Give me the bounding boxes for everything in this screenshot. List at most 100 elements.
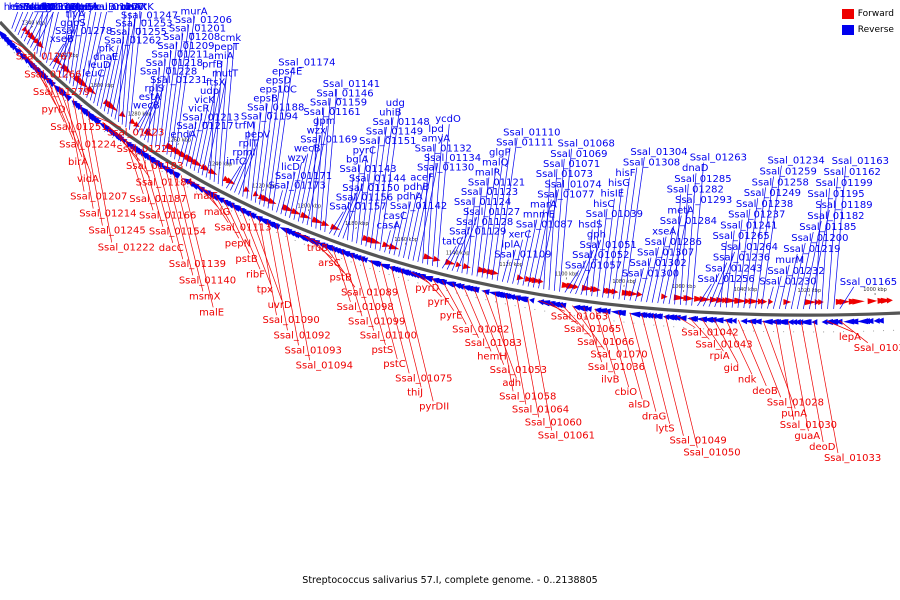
label-leader	[549, 301, 579, 325]
reverse-gene	[752, 318, 762, 325]
label-leader	[417, 162, 439, 263]
forward-gene-label: Ssal_01083	[465, 338, 522, 349]
label-leader	[223, 198, 250, 254]
label-leader	[121, 11, 131, 125]
forward-gene-label: Ssal_01028	[767, 397, 824, 408]
label-leader	[65, 11, 75, 81]
reverse-gene	[320, 243, 334, 251]
forward-gene-label: rpiA	[709, 351, 729, 362]
reverse-gene-label: Ssal_01262	[104, 35, 161, 46]
label-leader	[360, 145, 374, 245]
forward-gene-label: guaA	[794, 431, 820, 442]
reverse-gene	[416, 274, 427, 281]
reverse-gene	[677, 315, 687, 322]
forward-gene	[311, 216, 325, 224]
reverse-gene-label: Ssal_01087	[516, 220, 573, 231]
reverse-gene-label: Ssal_01286	[645, 237, 702, 248]
reverse-gene-label: Ssal_01300	[622, 269, 679, 280]
reverse-gene	[787, 319, 794, 326]
reverse-gene-label: Ssal_01141	[323, 79, 380, 90]
reverse-gene-label: hupB	[66, 2, 92, 13]
reverse-gene-label: dnaD	[682, 163, 709, 174]
forward-gene-label: Ssal_01035	[854, 343, 900, 354]
forward-gene-label: Ssal_01251	[50, 122, 107, 133]
reverse-gene	[670, 314, 681, 321]
forward-gene-label: Ssal_01070	[590, 350, 647, 361]
reverse-gene-label: udg	[386, 98, 405, 109]
reverse-gene-label: Ssal_01237	[728, 210, 785, 221]
forward-gene-label: pstS	[371, 345, 393, 356]
reverse-gene-label: Ssal_01148	[372, 117, 429, 128]
label-leader	[193, 104, 209, 171]
label-leader	[59, 19, 80, 75]
label-leader	[591, 219, 601, 297]
reverse-gene	[576, 305, 589, 312]
reverse-gene-label: miaA	[116, 2, 142, 13]
label-leader	[231, 203, 261, 270]
reverse-gene-label: Ssal_01293	[675, 195, 732, 206]
tick-label: 1300 kbp	[91, 83, 115, 89]
reverse-gene-label: hisG	[608, 178, 630, 189]
tick-label: 1340 kbp	[22, 20, 46, 26]
label-leader	[398, 201, 412, 257]
label-leader	[653, 314, 684, 436]
forward-gene-label: Ssal_01099	[348, 316, 405, 327]
label-leader	[170, 24, 190, 158]
forward-gene	[243, 186, 250, 192]
label-leader	[784, 253, 798, 310]
reverse-gene-label: hsdS	[578, 219, 602, 230]
label-leader	[306, 125, 328, 226]
label-leader	[250, 112, 262, 201]
label-leader	[476, 177, 490, 277]
label-leader	[532, 199, 552, 288]
tick-label: 1240 kbp	[209, 161, 233, 167]
label-leader	[422, 153, 430, 264]
label-leader	[685, 173, 697, 306]
label-leader	[276, 224, 299, 346]
tick-label: 1200 kbp	[298, 203, 322, 209]
reverse-gene-label: casC	[383, 211, 407, 222]
label-leader	[58, 86, 92, 175]
forward-gene-label: Ssal_01154	[149, 227, 206, 238]
label-leader	[69, 11, 80, 84]
label-leader	[788, 320, 809, 432]
forward-gene-label: Ssal_01058	[499, 391, 556, 402]
label-leader	[319, 98, 331, 231]
forward-gene	[673, 294, 687, 301]
forward-gene-label: deoD	[809, 442, 836, 453]
label-leader	[65, 92, 85, 192]
label-leader	[821, 188, 830, 310]
tick-label: 1320 kbp	[55, 53, 79, 59]
reverse-gene-label: Ssal_01039	[586, 209, 643, 220]
forward-gene	[455, 261, 462, 268]
label-leader	[213, 60, 223, 182]
label-leader	[148, 154, 174, 244]
reverse-gene-label: leuA	[76, 2, 98, 13]
reverse-gene-label: Ssal_01110	[503, 128, 560, 139]
forward-gene-label: malE	[199, 307, 224, 318]
reverse-gene	[215, 196, 225, 204]
label-leader	[156, 160, 184, 260]
label-leader	[618, 167, 638, 300]
reverse-gene-label: pepT	[214, 42, 240, 53]
reverse-gene-label: vicK	[194, 95, 215, 106]
reverse-gene-label: Ssal_01243	[705, 263, 762, 274]
reverse-gene-label: Ssal_01132	[415, 143, 472, 154]
label-leader	[629, 312, 657, 412]
reverse-gene-label: casA	[376, 220, 400, 231]
reverse-gene	[252, 215, 264, 223]
label-leader	[164, 165, 194, 276]
reverse-gene-label: Ssal_01241	[720, 220, 777, 231]
reverse-gene	[40, 72, 49, 81]
reverse-gene-label: Ssal_01163	[832, 156, 889, 167]
reverse-gene	[825, 318, 838, 325]
label-leader	[517, 229, 531, 285]
reverse-gene-label: vicR	[188, 104, 209, 115]
reverse-gene	[740, 318, 748, 325]
reverse-gene	[328, 245, 335, 252]
label-leader	[441, 246, 457, 269]
label-leader	[411, 271, 430, 284]
forward-gene	[757, 298, 764, 305]
reverse-gene-label: rpmI	[232, 147, 255, 158]
label-leader	[749, 187, 766, 309]
